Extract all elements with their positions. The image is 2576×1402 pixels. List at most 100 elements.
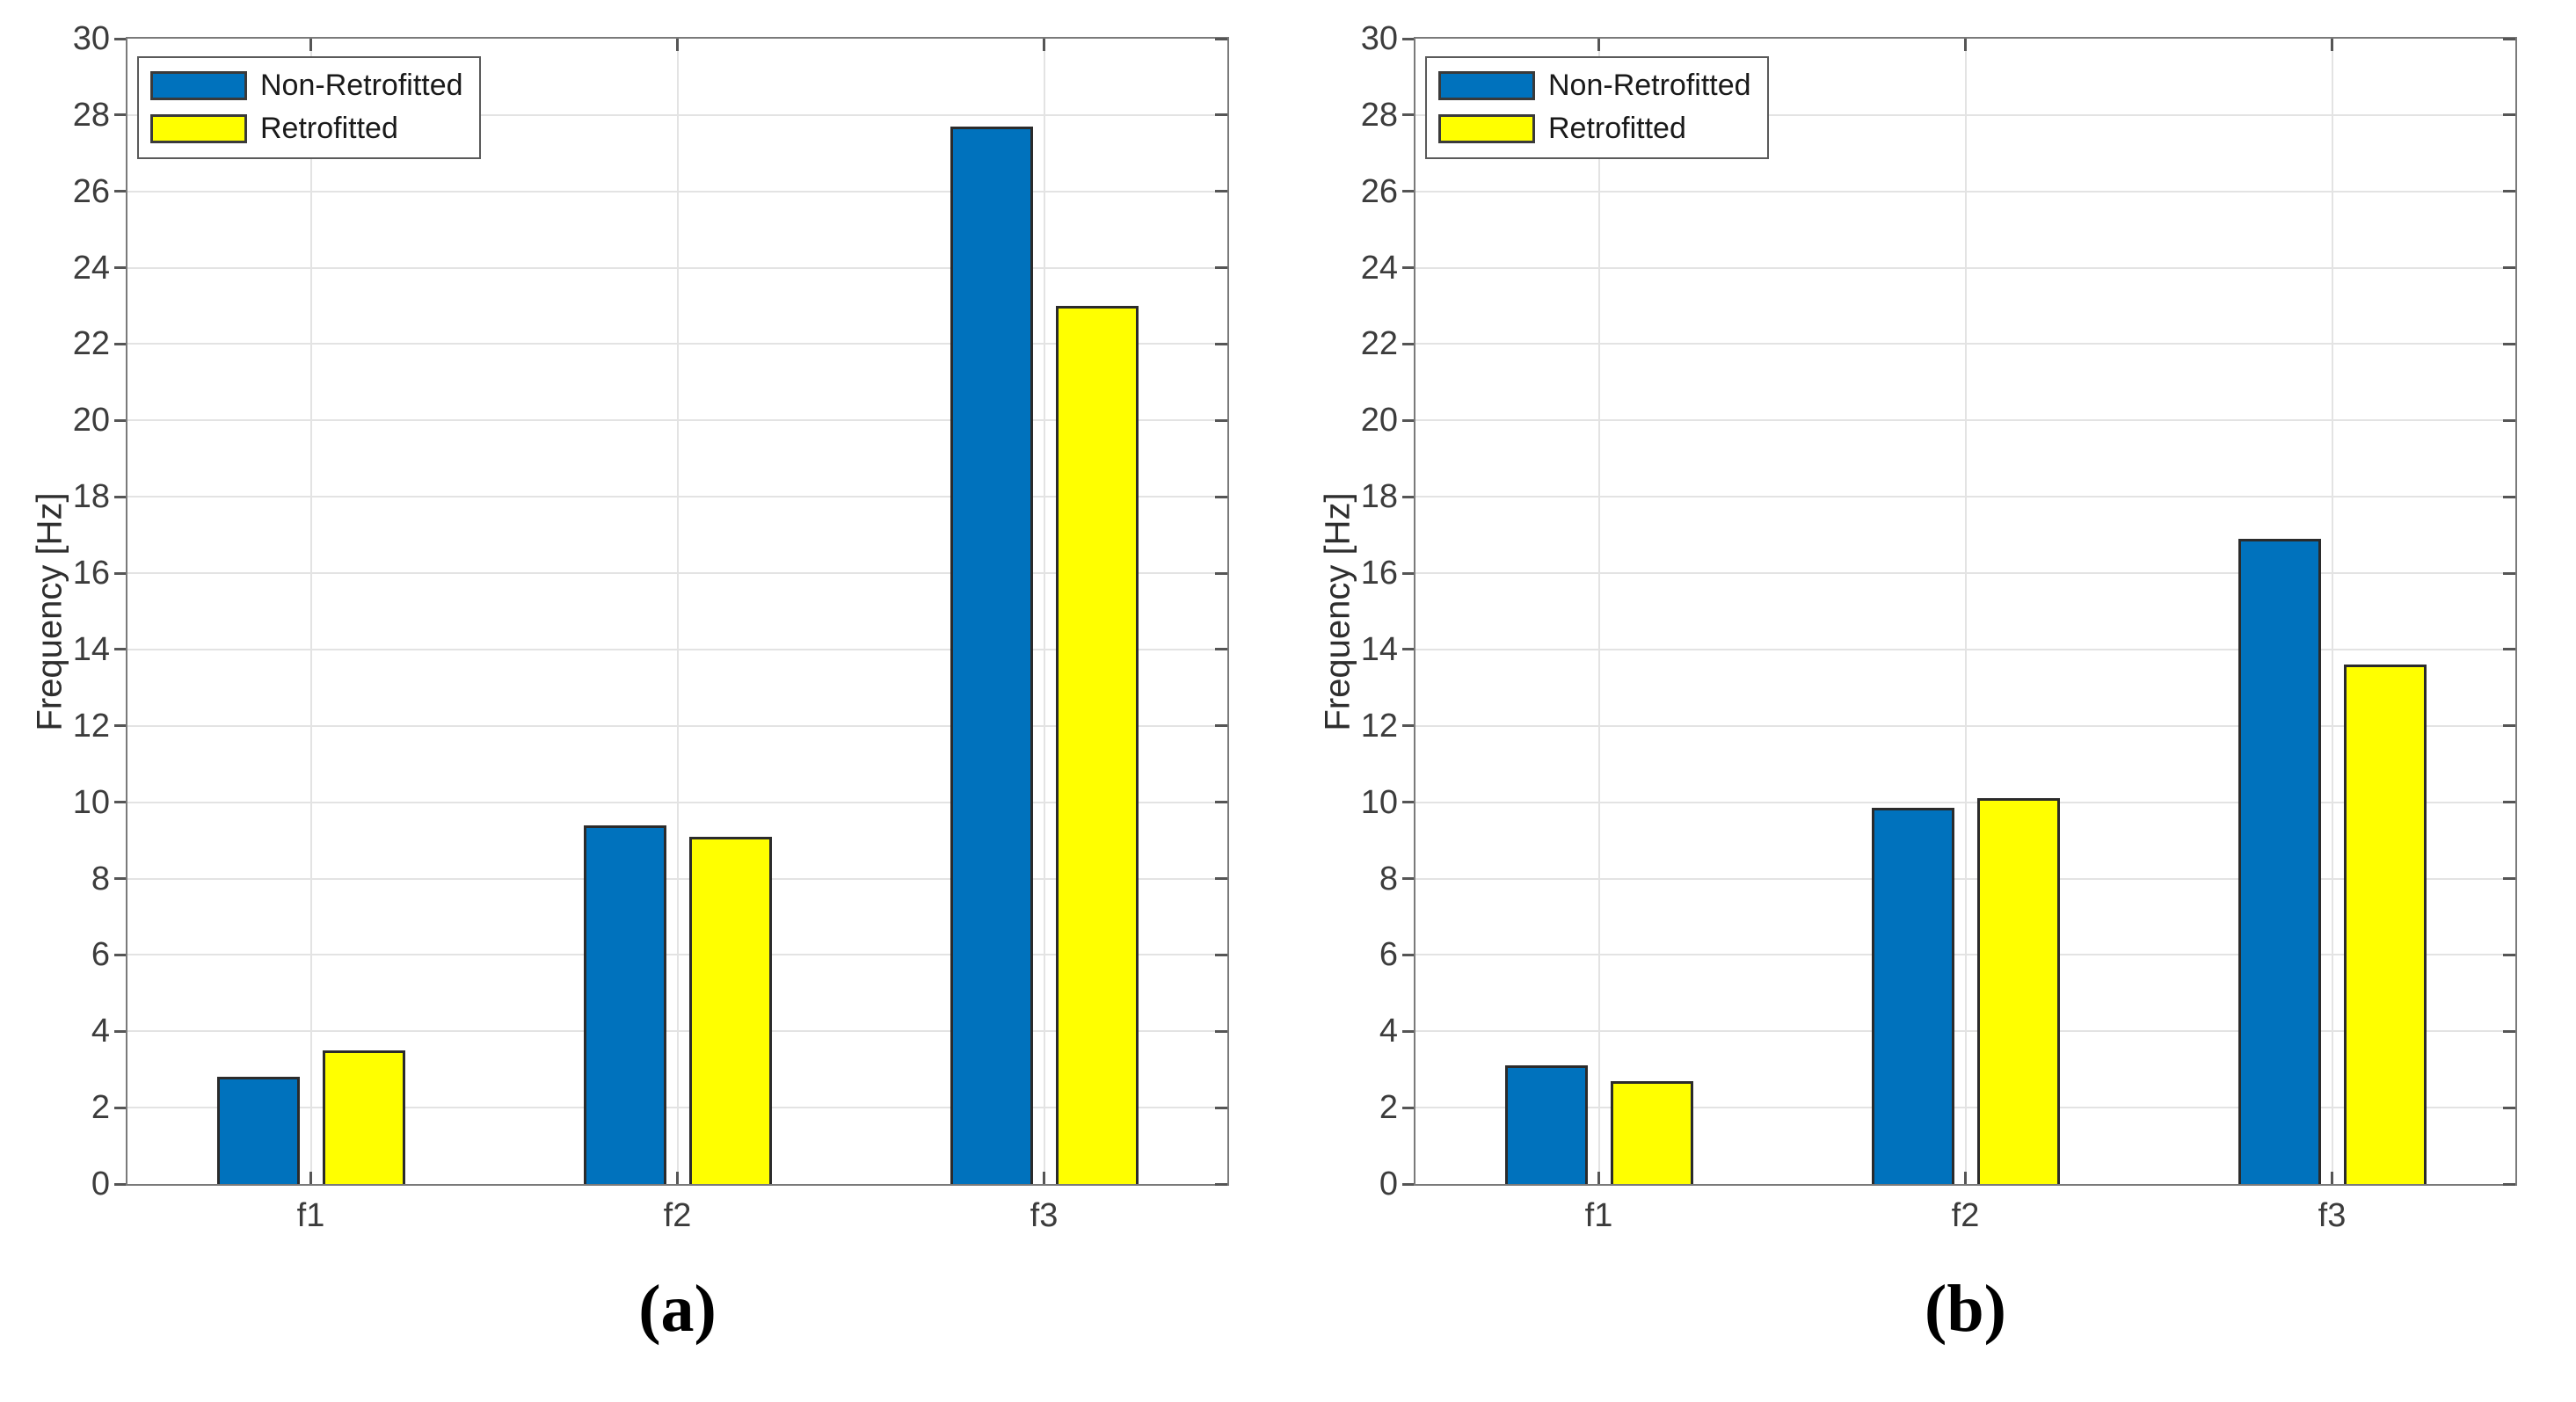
y-tick-mark-left [1402,877,1414,881]
x-tick-label: f2 [663,1197,692,1234]
bar-retrofitted-f2 [688,837,772,1184]
y-tick-mark-left [114,37,126,40]
y-tick-mark-right [1215,495,1227,498]
y-tick-label: 24 [1360,249,1398,287]
legend-swatch-non-retrofitted [1438,70,1535,100]
gridline-vertical [309,39,312,1184]
bar-non-retrofitted-f3 [2238,539,2321,1184]
bar-retrofitted-f3 [1055,306,1139,1184]
y-tick-mark-left [1402,1182,1414,1186]
bar-non-retrofitted-f1 [216,1077,300,1184]
y-tick-mark-left [114,648,126,651]
y-tick-label: 24 [72,249,110,287]
y-tick-mark-left [114,877,126,881]
y-tick-mark-right [2503,877,2515,881]
y-tick-label: 22 [72,325,110,363]
bar-non-retrofitted-f2 [1871,808,1954,1184]
y-tick-mark-left [114,1029,126,1033]
x-tick-mark-top [1597,39,1600,51]
y-tick-mark-left [114,571,126,575]
y-tick-mark-left [114,1182,126,1186]
y-tick-label: 10 [1360,783,1398,821]
y-tick-mark-right [2503,1182,2515,1186]
y-tick-mark-right [1215,877,1227,881]
y-tick-mark-right [2503,190,2515,193]
y-tick-label: 6 [1379,936,1398,974]
y-tick-label: 12 [72,707,110,745]
y-tick-mark-left [114,801,126,804]
y-tick-mark-right [2503,953,2515,956]
y-tick-mark-left [114,113,126,117]
y-tick-label: 28 [72,96,110,134]
y-tick-mark-right [1215,266,1227,270]
y-tick-mark-right [2503,724,2515,728]
legend: Non-Retrofitted Retrofitted [1425,56,1769,159]
y-tick-mark-right [1215,342,1227,345]
y-tick-label: 8 [91,860,110,897]
y-tick-mark-right [2503,648,2515,651]
y-tick-mark-right [1215,113,1227,117]
y-tick-mark-right [2503,571,2515,575]
y-tick-mark-left [1402,571,1414,575]
x-tick-mark-top [676,39,679,51]
y-tick-mark-left [114,418,126,422]
y-tick-mark-left [1402,495,1414,498]
y-tick-label: 14 [1360,630,1398,668]
y-axis-label: Frequency [Hz] [30,491,69,731]
y-tick-mark-right [1215,648,1227,651]
bar-non-retrofitted-f1 [1504,1065,1588,1184]
plot-area: Non-Retrofitted Retrofitted [126,37,1229,1186]
y-tick-mark-right [2503,1029,2515,1033]
legend-swatch-non-retrofitted [150,70,247,100]
y-tick-label: 20 [1360,402,1398,439]
y-tick-mark-right [2503,342,2515,345]
y-tick-mark-left [114,724,126,728]
y-tick-mark-left [1402,190,1414,193]
y-tick-mark-right [2503,37,2515,40]
x-tick-mark-bottom [676,1172,679,1184]
legend-row: Retrofitted [1438,111,1751,146]
x-tick-mark-top [1043,39,1045,51]
y-tick-label: 8 [1379,860,1398,897]
y-tick-mark-left [1402,342,1414,345]
y-tick-label: 0 [91,1166,110,1202]
legend-label: Non-Retrofitted [260,69,463,102]
x-tick-mark-top [309,39,312,51]
y-tick-mark-right [1215,1029,1227,1033]
y-tick-mark-left [114,1106,126,1109]
y-tick-mark-left [1402,1106,1414,1109]
y-tick-mark-left [114,266,126,270]
y-tick-label: 20 [72,402,110,439]
y-tick-mark-left [1402,801,1414,804]
y-tick-label: 14 [72,630,110,668]
y-tick-mark-left [1402,113,1414,117]
y-tick-label: 16 [1360,555,1398,592]
y-tick-mark-left [114,953,126,956]
x-tick-label: f2 [1951,1197,1980,1234]
bar-retrofitted-f1 [322,1050,405,1184]
y-tick-label: 30 [72,20,110,57]
y-tick-mark-left [114,342,126,345]
y-tick-mark-right [1215,37,1227,40]
y-tick-label: 12 [1360,707,1398,745]
gridline-vertical [2331,39,2333,1184]
y-tick-mark-right [2503,418,2515,422]
x-tick-mark-bottom [2331,1172,2333,1184]
y-tick-mark-right [2503,1106,2515,1109]
y-axis-label: Frequency [Hz] [1318,491,1357,731]
figure-panel-b: Frequency [Hz] Non-Retrofitted Retrofitte… [1288,0,2576,1402]
legend-row: Retrofitted [150,111,463,146]
bar-retrofitted-f2 [1976,798,2060,1184]
legend: Non-Retrofitted Retrofitted [137,56,481,159]
y-tick-label: 26 [1360,172,1398,210]
bar-retrofitted-f1 [1610,1081,1693,1184]
y-tick-label: 6 [91,936,110,974]
y-tick-mark-right [1215,801,1227,804]
y-tick-mark-right [2503,801,2515,804]
y-tick-label: 28 [1360,96,1398,134]
gridline-vertical [1043,39,1045,1184]
y-tick-mark-left [114,190,126,193]
y-tick-mark-left [114,495,126,498]
x-tick-mark-bottom [309,1172,312,1184]
